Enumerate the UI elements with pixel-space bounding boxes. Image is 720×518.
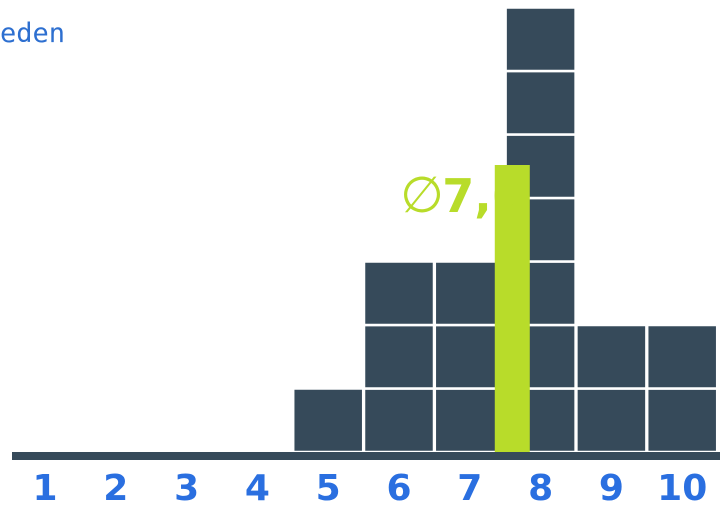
x-tick-label-8: 8 — [528, 468, 553, 509]
x-axis-line — [12, 452, 720, 460]
x-tick-label-7: 7 — [457, 468, 482, 509]
bar-unit-5-1 — [291, 387, 365, 454]
bar-unit-9-2 — [575, 323, 648, 390]
bar-unit-8-6 — [504, 69, 577, 136]
bar-unit-7-1 — [433, 387, 507, 454]
mean-bar — [494, 165, 530, 452]
x-tick-label-6: 6 — [386, 468, 411, 509]
x-tick-label-5: 5 — [316, 468, 341, 509]
bar-unit-10-1 — [645, 387, 719, 454]
bar-unit-10-2 — [645, 323, 719, 390]
bar-unit-6-2 — [362, 323, 436, 390]
x-tick-label-10: 10 — [657, 468, 707, 509]
x-tick-label-3: 3 — [174, 468, 199, 509]
x-tick-label-9: 9 — [599, 468, 624, 509]
mean-label: ∅7,6 — [400, 166, 524, 224]
bar-unit-6-3 — [362, 260, 436, 327]
mean-value: 7,6 — [442, 169, 524, 223]
x-tick-label-2: 2 — [103, 468, 128, 509]
bar-unit-9-1 — [575, 387, 648, 454]
x-tick-label-1: 1 — [32, 468, 57, 509]
bar-unit-7-2 — [433, 323, 507, 390]
bar-unit-6-1 — [362, 387, 436, 454]
x-tick-label-4: 4 — [245, 468, 270, 509]
bar-unit-8-7 — [504, 6, 577, 73]
corner-text: eden — [0, 18, 66, 49]
mean-symbol: ∅ — [400, 166, 444, 224]
bar-unit-7-3 — [433, 260, 507, 327]
